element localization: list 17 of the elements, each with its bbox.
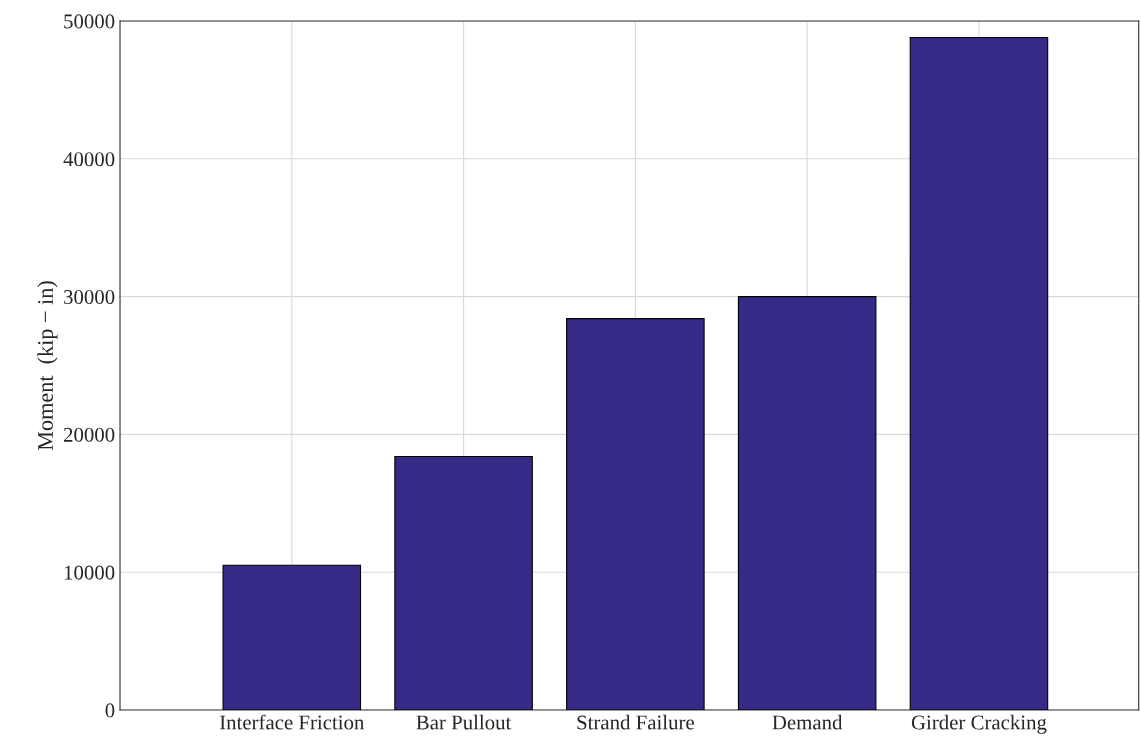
y-tick-label: 40000 <box>63 152 115 167</box>
x-tick-label: Interface Friction <box>219 714 365 730</box>
y-tick-label: 0 <box>105 703 115 718</box>
y-tick-label: 30000 <box>64 289 115 305</box>
bar <box>737 296 877 710</box>
y-axis-title: Moment (kip − in) <box>37 281 58 451</box>
bar <box>394 455 533 710</box>
x-tick-label: Demand <box>772 714 843 730</box>
y-tick-label: 20000 <box>63 427 115 442</box>
bar <box>566 318 705 710</box>
x-tick-label: Bar Pullout <box>416 714 512 730</box>
x-tick-label: Strand Failure <box>577 714 694 730</box>
y-tick-label: 10000 <box>64 565 115 580</box>
bar <box>909 36 1049 710</box>
y-tick-label: 50000 <box>64 14 115 29</box>
bar <box>222 564 362 710</box>
x-tick-label: Girder Cracking <box>911 714 1047 734</box>
